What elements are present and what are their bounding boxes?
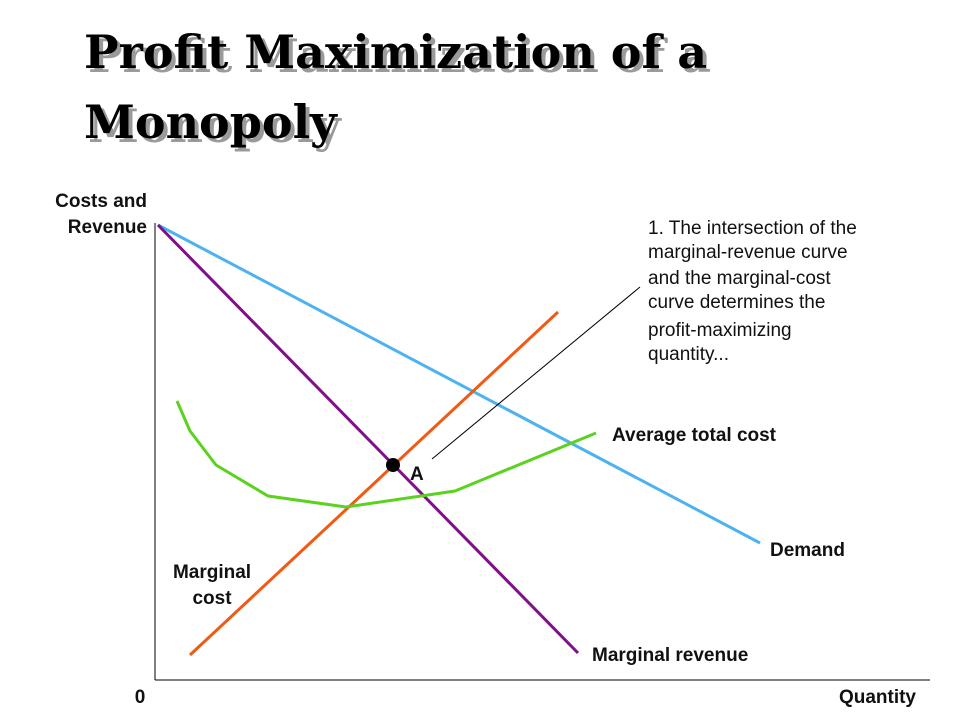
title-line2: Monopoly (84, 95, 338, 149)
demand-curve (157, 223, 761, 545)
demand-label: Demand (770, 540, 845, 561)
origin-label: 0 (135, 687, 146, 708)
average-total-cost-label: Average total cost (612, 425, 777, 446)
x-axis-label: Quantity (839, 687, 916, 708)
point-a-label: A (410, 464, 424, 485)
marginal-revenue-curve (156, 223, 580, 655)
annotation-leader-line (431, 286, 641, 460)
annotation-line-1: 1. The intersection of the (648, 218, 857, 239)
title-line2-shadow: Monopoly (88, 99, 342, 153)
marginal-revenue-label: Marginal revenue (592, 645, 748, 666)
title-shadow: Profit Maximization of a Monopoly (88, 29, 711, 153)
title-line1-shadow: Profit Maximization of a (88, 29, 711, 83)
marginal-cost-curve (188, 310, 560, 657)
title-line1: Profit Maximization of a (84, 25, 707, 79)
annotation-line-2: marginal-revenue curve (648, 242, 848, 263)
marginal-cost-label-line1: Marginal (173, 562, 251, 583)
y-axis-label-line2: Revenue (68, 217, 147, 238)
average-total-cost-curve (175, 400, 597, 509)
annotation-line-3: and the marginal-cost (648, 268, 831, 289)
annotation-text: 1. The intersection of the marginal-reve… (648, 218, 857, 365)
annotation-line-5: profit-maximizing (648, 320, 792, 341)
annotation-line-6: quantity... (648, 344, 729, 365)
marginal-cost-label-line2: cost (192, 588, 232, 609)
point-a-marker (386, 458, 400, 472)
title: Profit Maximization of a Monopoly (84, 25, 707, 149)
annotation-line-4: curve determines the (648, 292, 825, 313)
y-axis-label-line1: Costs and (55, 191, 147, 212)
